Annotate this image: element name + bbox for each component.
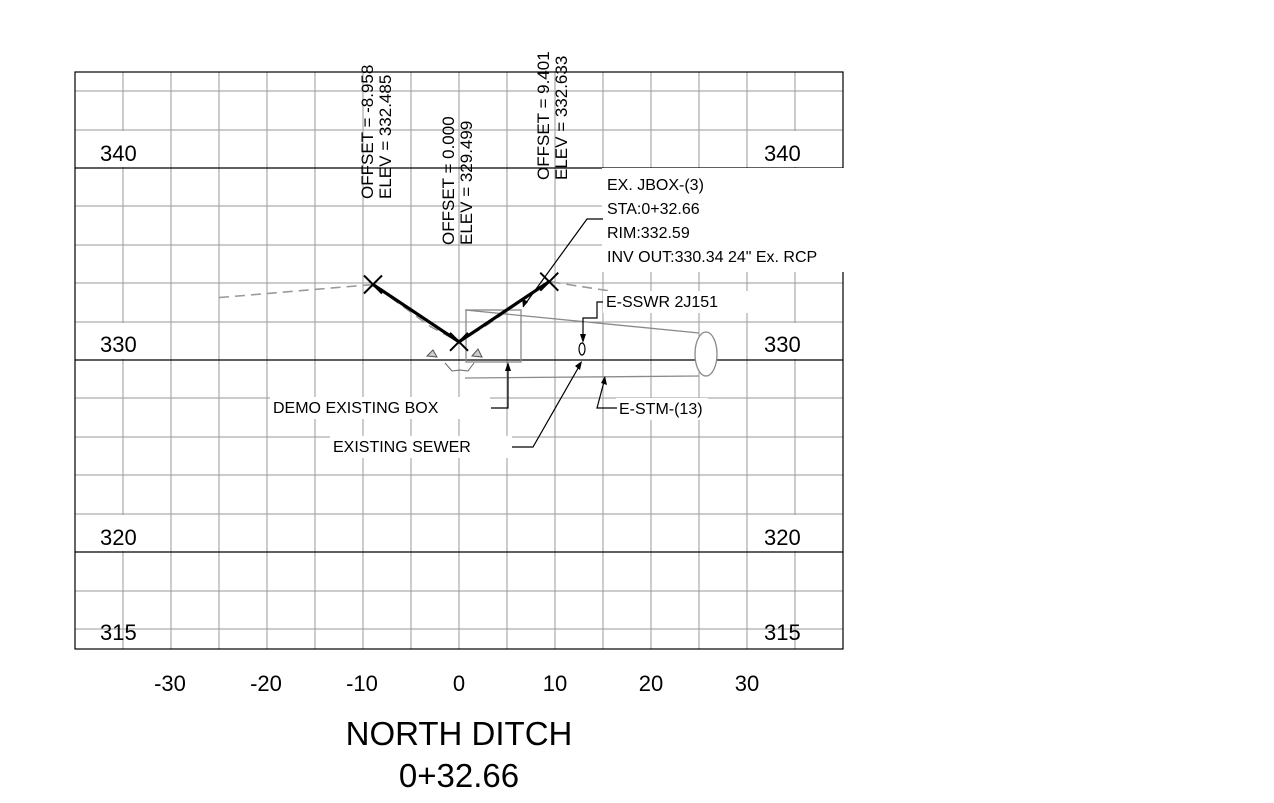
existing-sewer-label: EXISTING SEWER [333,439,471,456]
jbox-callout-line-4: INV OUT:330.34 24" Ex. RCP [607,249,817,266]
x-tick-30: 30 [735,671,759,696]
elev-label-340-left: 340 [100,141,137,166]
sewer-tag-label: E-SSWR 2J151 [606,294,718,311]
elev-center-value: ELEV = 329.499 [457,121,476,245]
x-tick-neg20: -20 [250,671,282,696]
elev-label-320-right: 320 [764,525,801,550]
elev-label-340-right: 340 [764,141,801,166]
proposed-grade-line [372,280,551,344]
elev-right-value: ELEV = 332.633 [552,56,571,180]
offset-right-value: OFFSET = 9.401 [534,51,553,180]
jbox-callout-line-2: STA:0+32.66 [607,201,700,218]
ditch-lining-detail [425,348,483,372]
elevation-labels-left: 340 330 320 315 [96,131,168,645]
section-title: NORTH DITCH [346,715,573,752]
elev-label-320-left: 320 [100,525,137,550]
elev-left-value: ELEV = 332.485 [376,75,395,199]
elev-label-330-right: 330 [764,332,801,357]
grid-frame [74,71,844,650]
storm-tag-label: E-STM-(13) [619,401,703,418]
jbox-callout-line-3: RIM:332.59 [607,225,690,242]
elev-label-330-left: 330 [100,332,137,357]
offset-tick-labels: -30 -20 -10 0 10 20 30 [154,671,759,696]
elev-label-315-right: 315 [764,620,801,645]
grade-point-marker-0 [363,274,383,295]
x-tick-0: 0 [453,671,465,696]
x-tick-10: 10 [543,671,567,696]
elev-label-315-left: 315 [100,620,137,645]
offset-label-center: OFFSET = 0.000 ELEV = 329.499 [439,116,476,245]
existing-sewer-pipe [578,342,586,356]
offset-center-value: OFFSET = 0.000 [439,116,458,245]
sewer-tag-callout: E-SSWR 2J151 [580,291,753,343]
grade-point-markers [363,271,559,352]
x-tick-20: 20 [639,671,663,696]
elevation-labels-right: 340 330 320 315 [760,131,832,645]
storm-tag-callout: E-STM-(13) [596,376,708,420]
x-tick-neg30: -30 [154,671,186,696]
offset-label-left: OFFSET = -8.958 ELEV = 332.485 [358,65,395,199]
jbox-callout-line-1: EX. JBOX-(3) [607,177,704,194]
grade-point-marker-1 [449,332,469,352]
profile-lines [218,271,728,352]
existing-storm-pipe [464,309,718,379]
jbox-callout: EX. JBOX-(3) STA:0+32.66 RIM:332.59 INV … [522,168,894,308]
offset-left-value: OFFSET = -8.958 [358,65,377,199]
x-tick-neg10: -10 [346,671,378,696]
existing-sewer-callout: EXISTING SEWER [330,361,582,458]
section-station: 0+32.66 [399,757,519,794]
offset-label-right: OFFSET = 9.401 ELEV = 332.633 [534,51,571,180]
demo-box-callout: DEMO EXISTING BOX [270,362,511,419]
demo-box-label: DEMO EXISTING BOX [273,400,439,417]
grade-point-marker-2 [539,271,559,292]
